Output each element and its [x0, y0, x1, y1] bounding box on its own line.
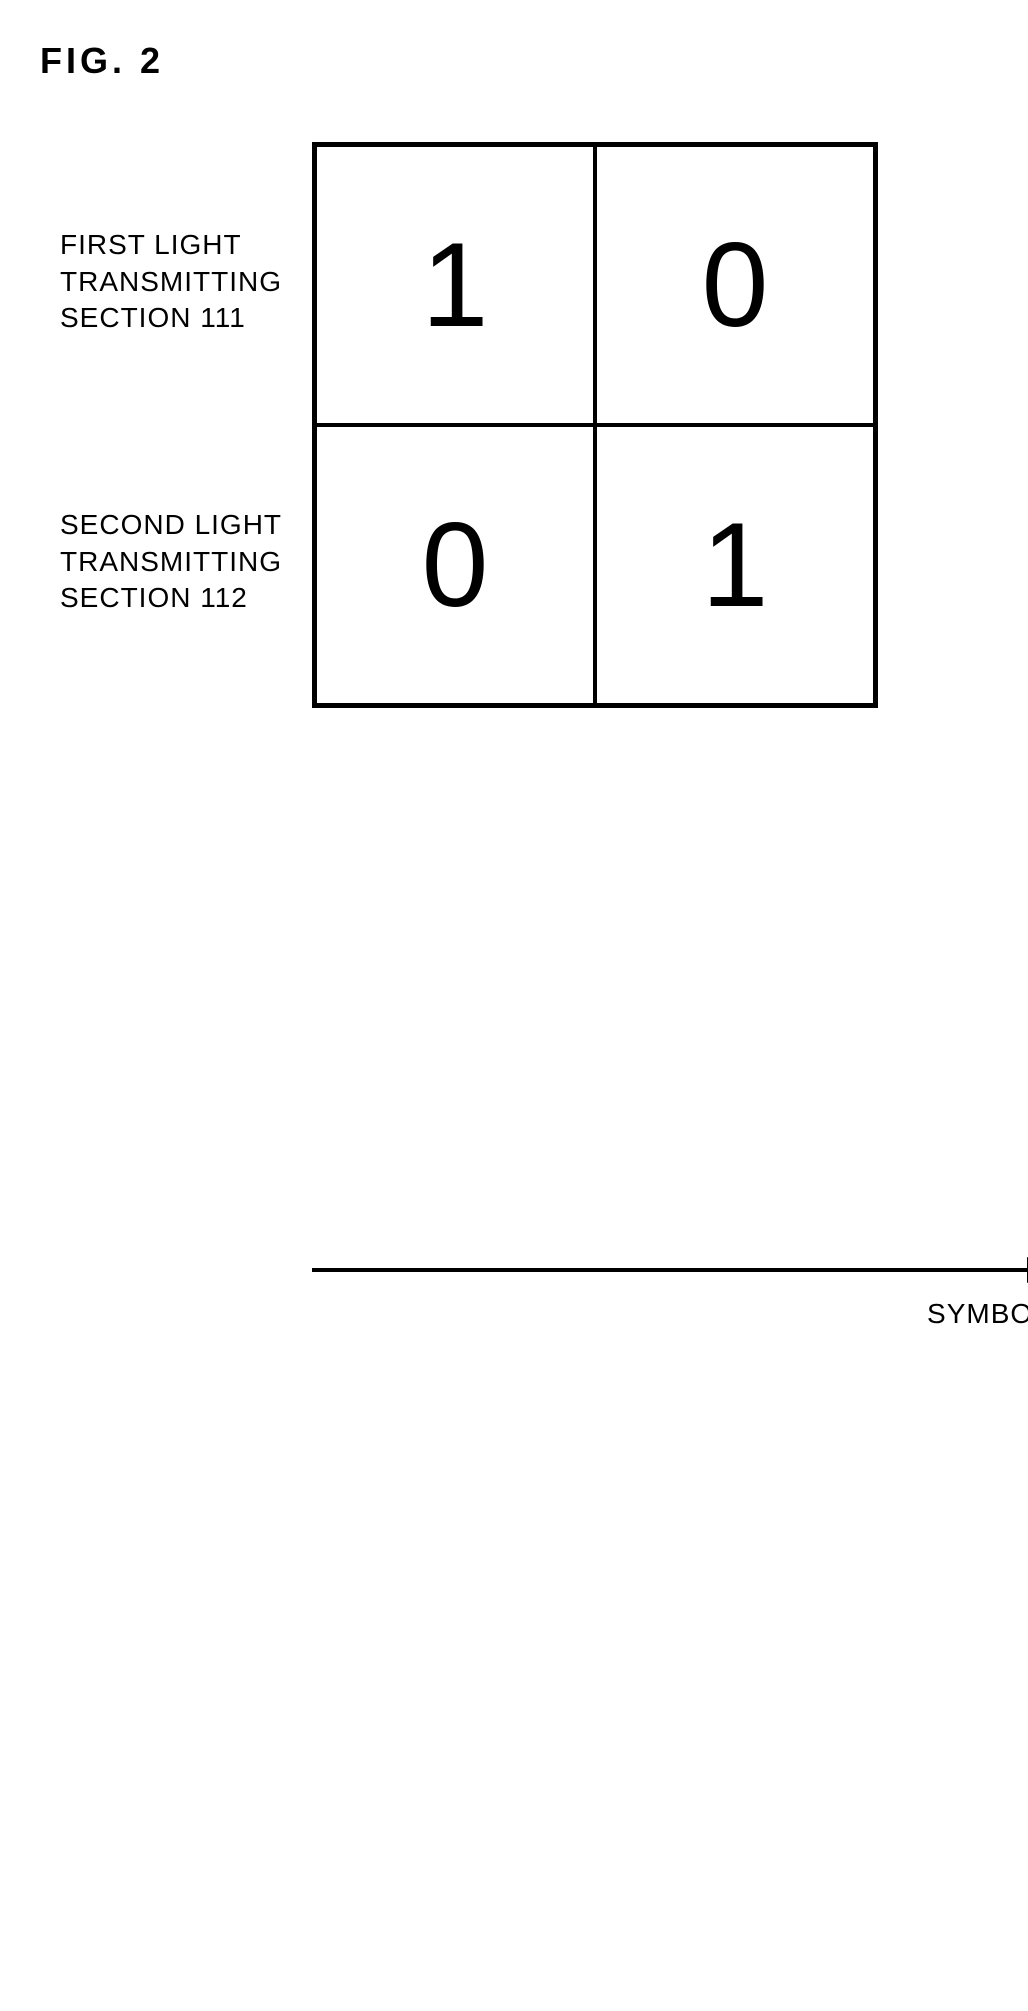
- row-label-1: FIRST LIGHT TRANSMITTING SECTION 111: [60, 142, 282, 422]
- cell-1-1: 1: [595, 425, 875, 705]
- row2-line3: SECTION 112: [60, 580, 282, 616]
- row-labels: FIRST LIGHT TRANSMITTING SECTION 111 SEC…: [60, 142, 282, 702]
- row1-line3: SECTION 111: [60, 300, 282, 336]
- row2-line1: SECOND LIGHT: [60, 507, 282, 543]
- cell-0-1: 0: [595, 145, 875, 425]
- grid-wrap: 1 0 0 1 SYMBOL: [312, 142, 878, 708]
- cell-1-0: 0: [315, 425, 595, 705]
- row1-line1: FIRST LIGHT: [60, 227, 282, 263]
- grid-table: 1 0 0 1: [312, 142, 878, 708]
- row1-line2: TRANSMITTING: [60, 264, 282, 300]
- figure-title: FIG. 2: [40, 40, 988, 82]
- row-label-2: SECOND LIGHT TRANSMITTING SECTION 112: [60, 422, 282, 702]
- axis-label: SYMBOL: [927, 1298, 1028, 1330]
- row2-line2: TRANSMITTING: [60, 544, 282, 580]
- axis-arrow-line: [312, 1268, 1028, 1272]
- diagram-container: FIRST LIGHT TRANSMITTING SECTION 111 SEC…: [60, 142, 988, 708]
- cell-0-0: 1: [315, 145, 595, 425]
